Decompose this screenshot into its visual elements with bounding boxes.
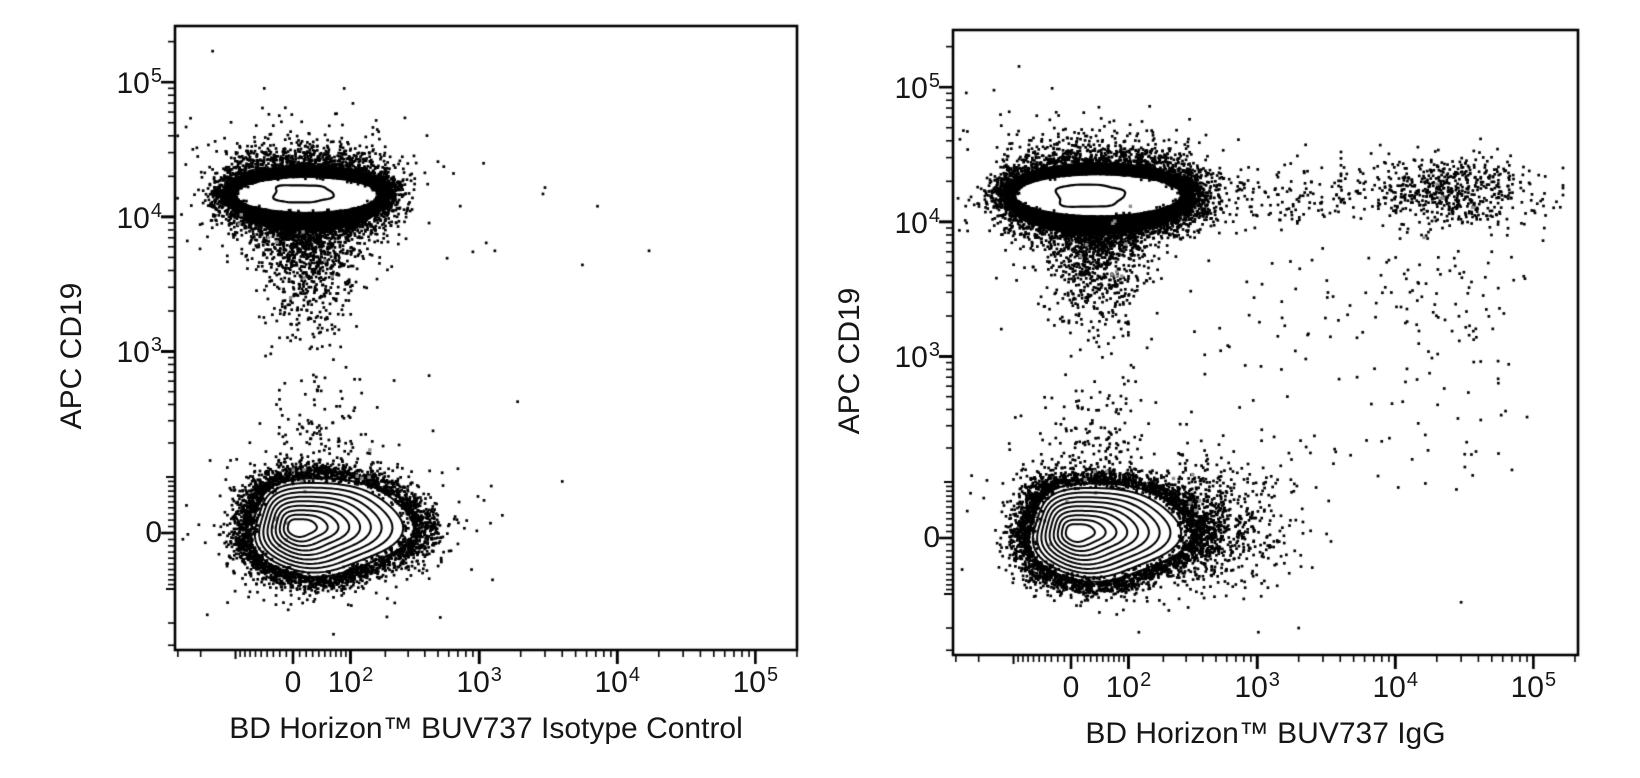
flow-cytometry-figure: APC CD19 APC CD19 BD Horizon™ BUV737 Iso… [0, 0, 1640, 778]
plot-canvas [0, 0, 1640, 778]
